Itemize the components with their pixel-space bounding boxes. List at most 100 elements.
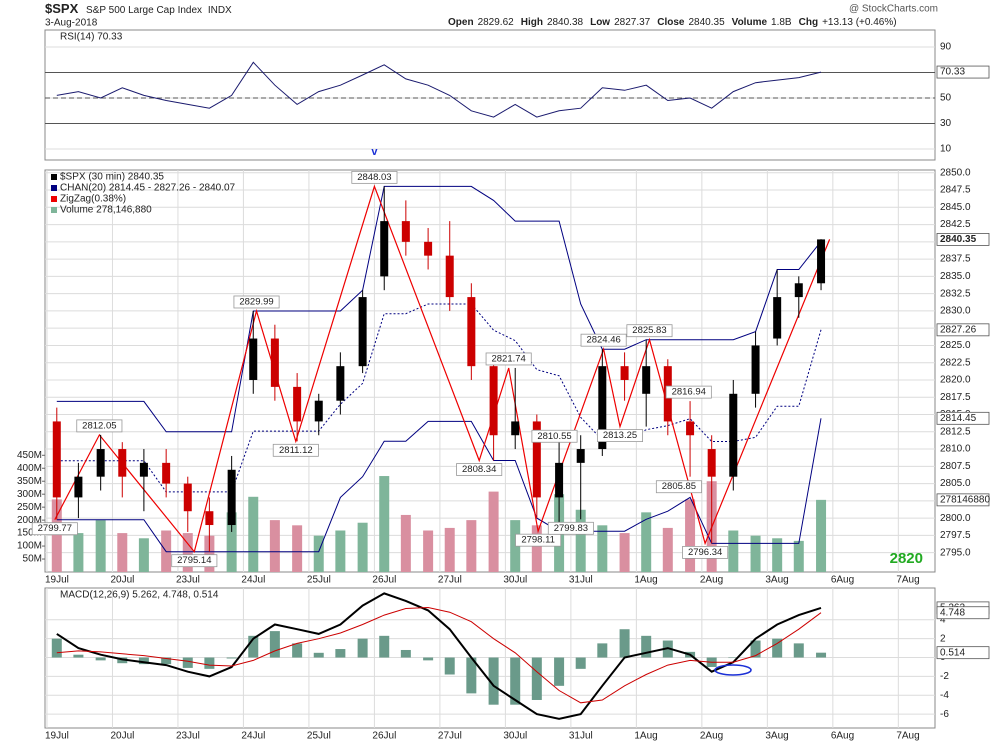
volume-bar [73, 533, 84, 572]
y-tick-label: 2830.0 [940, 306, 971, 317]
annotation-box [531, 429, 578, 443]
candle-body [576, 449, 585, 463]
x-tick-label: 19Jul [45, 731, 69, 742]
volume-bar [313, 535, 324, 572]
legend-entry: Volume 278,146,880 [60, 205, 152, 216]
y-tick-label: -2 [940, 671, 949, 682]
last-value-box [936, 411, 990, 425]
histogram-bar [816, 652, 827, 658]
candle-body [139, 462, 148, 477]
annotation: 2799.83 [554, 523, 588, 534]
x-tick-label: 6Aug [831, 575, 854, 586]
annotation-box [272, 443, 319, 457]
volume-bar [597, 525, 608, 572]
y-tick-label: 10 [940, 144, 952, 155]
quote: Open 2829.62 High 2840.38 Low 2827.37 Close 284… [448, 17, 897, 28]
y-tick-label: 90 [940, 42, 952, 53]
quote-value: +13.13 (+0.46%) [822, 17, 897, 28]
source: @ StockCharts.com [849, 4, 938, 15]
symbol: $SPX [45, 1, 79, 16]
quote-value: 1.8B [771, 17, 792, 28]
annotation: 2821.74 [491, 353, 525, 364]
histogram-bar [313, 652, 324, 658]
crossover-highlight [714, 664, 752, 676]
histogram-bar [161, 657, 172, 665]
annotation-box [682, 546, 729, 559]
x-tick-label: 2Aug [700, 575, 723, 586]
quote-label: Close [657, 17, 685, 28]
y-tick-label: 2800.0 [940, 513, 971, 524]
x-tick-label: 26Jul [372, 731, 396, 742]
annotation: 2811.12 [279, 445, 313, 456]
quote-label: Open [448, 17, 474, 28]
volume-bar [248, 496, 259, 572]
x-tick-label: 23Jul [176, 731, 200, 742]
candle-body [74, 476, 83, 498]
histogram-bar [379, 635, 390, 658]
annotation-box [547, 521, 594, 535]
x-tick-label: 26Jul [372, 575, 396, 586]
histogram-bar [204, 657, 215, 669]
histogram-bar [728, 657, 739, 659]
legend-entry-swatch [51, 196, 57, 202]
histogram-bar [488, 657, 499, 705]
candle-body [729, 393, 738, 477]
volume-bar [816, 499, 827, 572]
volume-bar [335, 530, 346, 572]
candle-body [249, 338, 258, 380]
x-tick-label: 20Jul [110, 731, 134, 742]
volume-bar [182, 533, 193, 572]
candle-body [707, 449, 716, 477]
last-value-box [936, 646, 990, 660]
channel-lower [56, 418, 822, 553]
legend-entry-swatch [51, 185, 57, 191]
volume-bar [400, 514, 411, 572]
annotation-box [351, 170, 398, 184]
y-tick-label: 2847.5 [940, 185, 971, 196]
quote-label: Low [590, 17, 610, 28]
histogram-bar [575, 657, 586, 669]
candle-body [205, 511, 214, 526]
legend-entry: CHAN(20) 2814.45 - 2827.26 - 2840.07 [60, 183, 236, 194]
volume-bar [575, 509, 586, 572]
quote-label: Volume [732, 17, 768, 28]
y-tick-label: 2805.0 [940, 478, 971, 489]
x-tick-label: 1Aug [634, 731, 657, 742]
y-tick-label: 2797.5 [940, 530, 971, 541]
histogram-bar [51, 638, 62, 658]
annotation-box [580, 333, 627, 347]
volume-bar [662, 527, 673, 572]
annotation: 2805.85 [662, 481, 696, 492]
histogram-bar [95, 657, 106, 661]
x-tick-label: 27Jul [438, 731, 462, 742]
histogram-bar [750, 640, 761, 658]
histogram-bar [292, 643, 303, 658]
legend-entry: RSI(14) 70.33 [60, 32, 123, 43]
annotation-box [626, 324, 673, 338]
annotation: 2810.55 [537, 431, 571, 442]
last-volume-box [936, 493, 990, 507]
volume-tick-label: 100M [17, 541, 42, 552]
candle-body [314, 400, 323, 422]
candle-body [380, 221, 389, 277]
candle-body [293, 386, 302, 422]
annotation: 2825.83 [632, 325, 666, 336]
volume-bar [138, 538, 149, 572]
histogram-bar [619, 629, 630, 658]
histogram-bar [357, 638, 368, 658]
y-tick-label: 2825.0 [940, 340, 971, 351]
candle-body [52, 421, 61, 498]
candle-body [532, 421, 541, 498]
volume-bar [379, 476, 390, 572]
volume-bar [466, 520, 477, 572]
quote-label: Chg [799, 17, 818, 28]
quote-value: 2827.37 [614, 17, 651, 28]
candle-body [270, 338, 279, 387]
x-tick-label: 6Aug [831, 731, 854, 742]
volume-bar [685, 499, 696, 572]
volume-bar [531, 525, 542, 572]
candle-body [489, 366, 498, 436]
volume-tick-label: 200M [17, 515, 42, 526]
x-tick-label: 20Jul [110, 575, 134, 586]
